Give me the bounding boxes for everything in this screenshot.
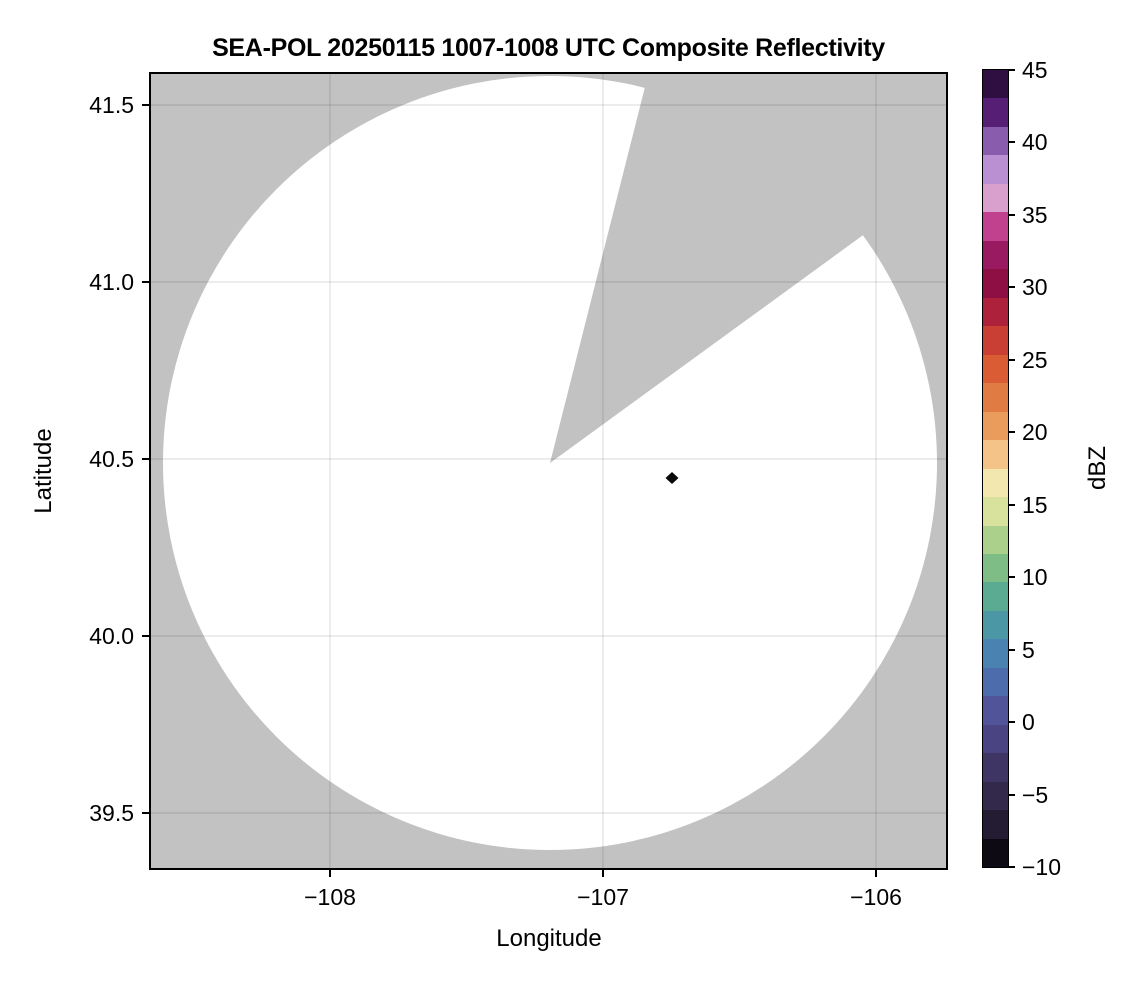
x-tick-label: −108: [304, 884, 356, 910]
colorbar-tick-mark: [1008, 721, 1015, 723]
colorbar-band: [983, 497, 1008, 526]
colorbar-band: [983, 354, 1008, 384]
plot-canvas: [149, 0, 1035, 870]
y-tick-mark: [142, 104, 149, 106]
colorbar-tick-mark: [1008, 794, 1015, 796]
colorbar-band: [983, 525, 1008, 554]
y-axis-label: Latitude: [30, 428, 57, 514]
colorbar-band: [983, 411, 1008, 441]
colorbar: [982, 69, 1009, 868]
y-tick-mark: [142, 281, 149, 283]
colorbar-band: [983, 753, 1008, 782]
blocked-sector-wedge: [550, 0, 1035, 463]
colorbar-axis-label: dBZ: [1084, 446, 1111, 491]
colorbar-band: [983, 553, 1008, 583]
colorbar-tick-label: −5: [1022, 782, 1049, 808]
colorbar-band: [983, 240, 1008, 270]
colorbar-band: [983, 155, 1008, 184]
colorbar-band: [983, 440, 1008, 469]
colorbar-band: [983, 468, 1008, 498]
reflectivity-data-point: [665, 472, 679, 484]
y-tick-label: 39.5: [89, 800, 134, 826]
colorbar-tick-label: 40: [1022, 129, 1048, 155]
colorbar-band: [983, 696, 1008, 725]
colorbar-band: [983, 98, 1008, 127]
x-tick-label: −106: [850, 884, 902, 910]
colorbar-tick-mark: [1008, 576, 1015, 578]
gridlines: [149, 72, 948, 870]
y-tick-label: 41.5: [89, 92, 134, 118]
colorbar-tick-label: 35: [1022, 202, 1048, 228]
colorbar-tick-label: 5: [1022, 637, 1035, 663]
colorbar-tick-mark: [1008, 286, 1015, 288]
x-tick-mark: [602, 870, 604, 877]
colorbar-tick-mark: [1008, 214, 1015, 216]
axes-frame: [149, 72, 948, 870]
colorbar-tick-label: 20: [1022, 419, 1048, 445]
colorbar-tick-mark: [1008, 69, 1015, 71]
x-tick-mark: [875, 870, 877, 877]
x-axis-label: Longitude: [496, 925, 602, 952]
colorbar-band: [983, 810, 1008, 839]
colorbar-band: [983, 383, 1008, 412]
colorbar-tick-label: 25: [1022, 347, 1048, 373]
y-tick-label: 40.0: [89, 623, 134, 649]
colorbar-band: [983, 269, 1008, 298]
colorbar-tick-label: 10: [1022, 564, 1048, 590]
colorbar-tick-label: 0: [1022, 709, 1035, 735]
chart-title: SEA-POL 20250115 1007-1008 UTC Composite…: [212, 34, 885, 62]
colorbar-tick-label: 45: [1022, 57, 1048, 83]
colorbar-band: [983, 781, 1008, 811]
plot-area: [149, 0, 1035, 870]
colorbar-tick-label: 15: [1022, 492, 1048, 518]
colorbar-band: [983, 610, 1008, 640]
colorbar-band: [983, 667, 1008, 697]
colorbar-band: [983, 297, 1008, 327]
colorbar-tick-mark: [1008, 359, 1015, 361]
colorbar-tick-mark: [1008, 431, 1015, 433]
colorbar-tick-mark: [1008, 141, 1015, 143]
colorbar-band: [983, 326, 1008, 355]
colorbar-band: [983, 183, 1008, 213]
y-tick-mark: [142, 458, 149, 460]
colorbar-band: [983, 724, 1008, 754]
y-tick-label: 40.5: [89, 446, 134, 472]
x-tick-mark: [329, 870, 331, 877]
colorbar-band: [983, 639, 1008, 668]
colorbar-band: [983, 582, 1008, 611]
colorbar-tick-label: −10: [1022, 854, 1062, 880]
colorbar-band: [983, 838, 1008, 868]
colorbar-band: [983, 70, 1008, 99]
colorbar-tick-mark: [1008, 649, 1015, 651]
y-tick-label: 41.0: [89, 269, 134, 295]
colorbar-band: [983, 126, 1008, 156]
x-tick-label: −107: [577, 884, 629, 910]
colorbar-tick-mark: [1008, 504, 1015, 506]
colorbar-tick-label: 30: [1022, 274, 1048, 300]
y-tick-mark: [142, 635, 149, 637]
colorbar-band: [983, 212, 1008, 241]
colorbar-tick-mark: [1008, 866, 1015, 868]
y-tick-mark: [142, 812, 149, 814]
